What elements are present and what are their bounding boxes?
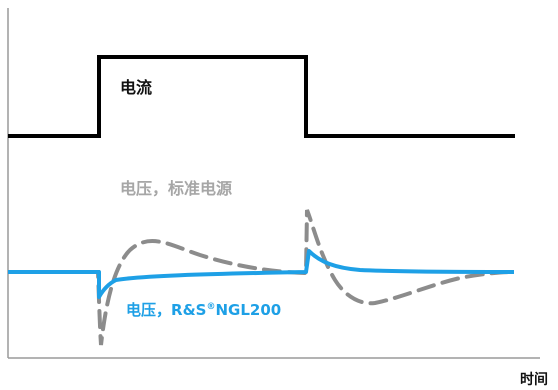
standard-voltage-label: 电压，标准电源 [120, 179, 232, 198]
ngl-voltage-model: NGL200 [215, 301, 281, 319]
standard-voltage-trace [10, 209, 514, 346]
current-trace [8, 55, 515, 138]
ngl-voltage-brand: R&S [171, 301, 206, 319]
ngl-voltage-prefix: 电压， [126, 301, 171, 319]
ngl-voltage-trace [8, 249, 515, 299]
time-axis-label: 时间 [520, 371, 548, 388]
ngl-voltage-label: 电压，R&S®NGL200 [126, 301, 281, 319]
ngl-voltage-registered: ® [206, 302, 215, 312]
current-label: 电流 [120, 78, 152, 97]
